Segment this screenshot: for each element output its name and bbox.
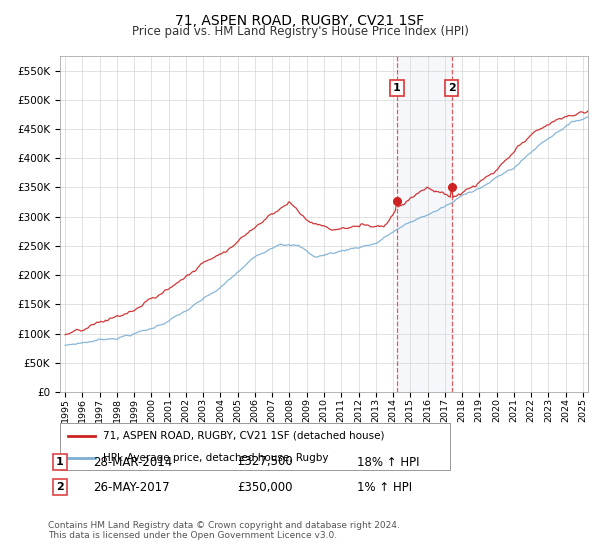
Text: 1: 1: [56, 457, 64, 467]
Text: Price paid vs. HM Land Registry's House Price Index (HPI): Price paid vs. HM Land Registry's House …: [131, 25, 469, 38]
Text: £350,000: £350,000: [237, 480, 293, 494]
Text: 28-MAR-2014: 28-MAR-2014: [93, 455, 172, 469]
Text: £327,500: £327,500: [237, 455, 293, 469]
Text: 71, ASPEN ROAD, RUGBY, CV21 1SF: 71, ASPEN ROAD, RUGBY, CV21 1SF: [175, 14, 425, 28]
Text: Contains HM Land Registry data © Crown copyright and database right 2024.
This d: Contains HM Land Registry data © Crown c…: [48, 521, 400, 540]
Text: 1% ↑ HPI: 1% ↑ HPI: [357, 480, 412, 494]
Text: HPI: Average price, detached house, Rugby: HPI: Average price, detached house, Rugb…: [103, 452, 328, 463]
Text: 26-MAY-2017: 26-MAY-2017: [93, 480, 170, 494]
Bar: [397, 56, 452, 392]
Text: 71, ASPEN ROAD, RUGBY, CV21 1SF (detached house): 71, ASPEN ROAD, RUGBY, CV21 1SF (detache…: [103, 431, 385, 441]
Text: 2: 2: [56, 482, 64, 492]
Text: 2: 2: [448, 83, 455, 93]
Text: 18% ↑ HPI: 18% ↑ HPI: [357, 455, 419, 469]
Text: 1: 1: [393, 83, 401, 93]
